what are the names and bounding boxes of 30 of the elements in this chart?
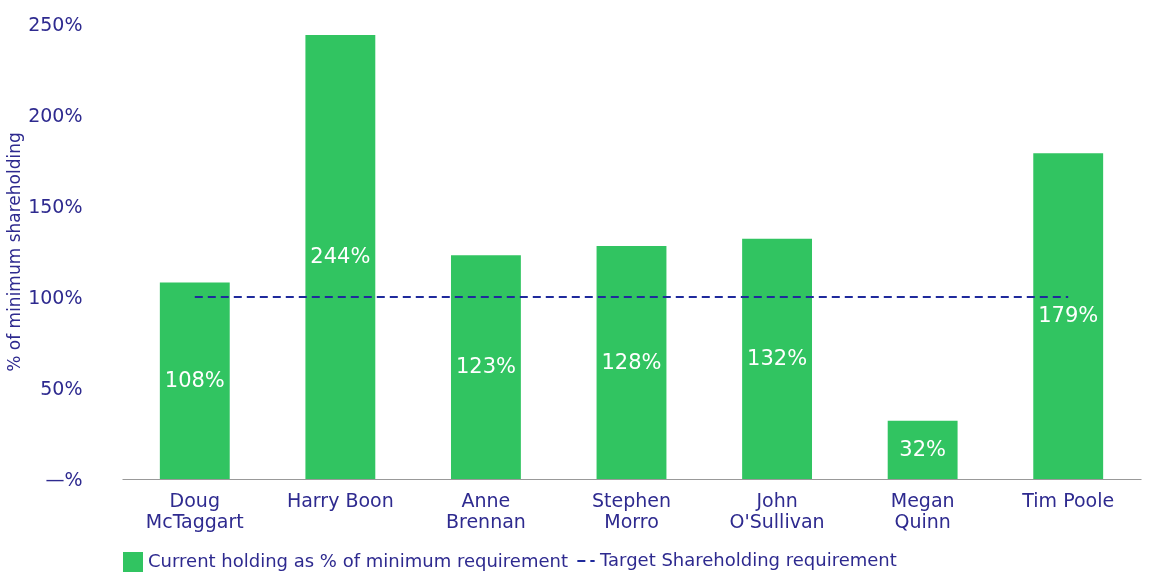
x-tick-label: Tim Poole <box>1021 488 1115 511</box>
x-tick-label: John O'Sullivan <box>729 488 825 532</box>
data-label: 128% <box>601 349 662 374</box>
x-tick-label: Anne Brennan <box>445 488 526 532</box>
data-label: 179% <box>1038 303 1099 328</box>
y-tick-label: —% <box>45 467 83 490</box>
legend-label: Target Shareholding requirement <box>599 549 897 570</box>
y-tick-label: 50% <box>40 376 83 399</box>
data-label: 108% <box>164 367 225 392</box>
legend-label: Current holding as % of minimum requirement <box>148 550 568 571</box>
y-tick-label: 250% <box>28 12 83 35</box>
x-tick-label: Doug McTaggart <box>145 488 244 532</box>
y-tick-label: 150% <box>28 194 83 217</box>
x-tick-label: Megan Quinn <box>890 488 955 532</box>
x-tick-label: Stephen Morro <box>591 488 672 532</box>
bar <box>305 34 376 479</box>
bar <box>742 238 813 479</box>
x-tick-label: Harry Boon <box>286 488 394 511</box>
bar <box>450 255 521 479</box>
bar <box>887 420 958 479</box>
bar <box>1033 153 1104 479</box>
bar <box>596 246 667 479</box>
y-tick-label: 200% <box>28 103 83 126</box>
data-label: 123% <box>455 354 516 379</box>
y-axis-title: % of minimum shareholding <box>4 132 25 372</box>
data-label: 132% <box>747 345 808 370</box>
bar <box>159 282 230 479</box>
data-label: 244% <box>310 243 371 268</box>
y-tick-label: 100% <box>28 285 83 308</box>
data-label: 32% <box>899 436 946 461</box>
